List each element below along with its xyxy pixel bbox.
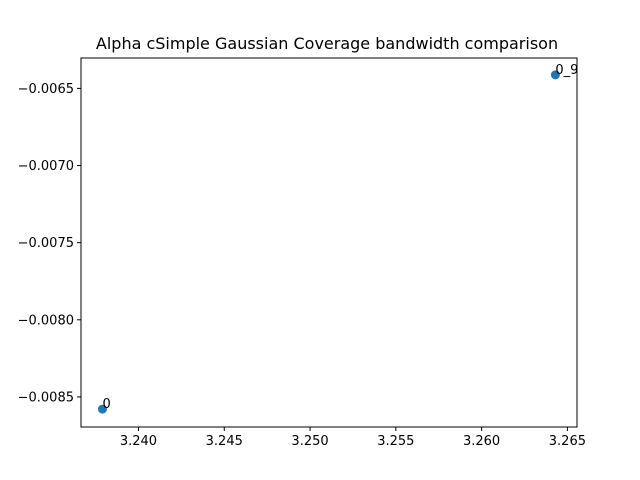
y-tick-label: −0.0085	[18, 390, 74, 405]
y-tick-label: −0.0065	[18, 82, 74, 97]
x-tick-label: 3.265	[549, 434, 586, 449]
y-axis: −0.0065 −0.0070 −0.0075 −0.0080 −0.0085	[18, 82, 81, 405]
y-tick-label: −0.0070	[18, 159, 74, 174]
y-tick-label: −0.0075	[18, 236, 74, 251]
x-tick-label: 3.255	[377, 434, 414, 449]
chart-title: Alpha cSimple Gaussian Coverage bandwidt…	[96, 34, 558, 53]
scatter-point	[97, 404, 107, 414]
x-tick-label: 3.260	[463, 434, 500, 449]
data-points: 0 0_9	[97, 63, 578, 414]
x-axis: 3.240 3.245 3.250 3.255 3.260 3.265	[120, 427, 586, 449]
point-label: 0	[102, 397, 110, 412]
y-tick-label: −0.0080	[18, 313, 74, 328]
plot-area-frame	[80, 57, 578, 428]
x-tick-label: 3.245	[206, 434, 243, 449]
scatter-point	[550, 70, 560, 80]
x-tick-label: 3.240	[120, 434, 157, 449]
x-tick-label: 3.250	[291, 434, 328, 449]
point-label: 0_9	[555, 63, 578, 78]
